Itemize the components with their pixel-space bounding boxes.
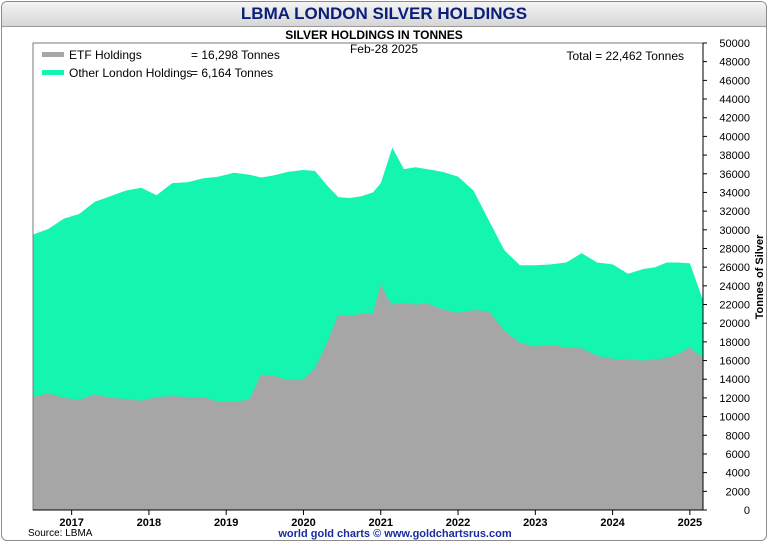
y-tick-label: 24000 (719, 281, 750, 293)
x-tick-label: 2025 (678, 517, 702, 529)
y-tick-label: 16000 (719, 356, 750, 368)
y-tick-label: 42000 (719, 113, 750, 125)
legend-swatch-other (42, 70, 64, 75)
y-tick-label: 32000 (719, 206, 750, 218)
y-tick-label: 12000 (719, 393, 750, 405)
legend: ETF Holdings = 16,298 Tonnes Other Londo… (42, 48, 280, 80)
chart-subtitle: SILVER HOLDINGS IN TONNES (285, 28, 463, 42)
y-tick-label: 38000 (719, 150, 750, 162)
x-tick-label: 2021 (369, 517, 393, 529)
x-tick-label: 2022 (446, 517, 470, 529)
plot-area (32, 42, 704, 511)
y-tick-label: 34000 (719, 187, 750, 199)
x-tick-label: 2020 (291, 517, 315, 529)
y-axis-ticks: 0 2000 4000 6000 8000 10000 12000 14000 16000 180… (703, 38, 750, 517)
title-bar: LBMA LONDON SILVER HOLDINGS (2, 2, 766, 27)
y-tick-label: 50000 (719, 38, 750, 50)
y-tick-label: 48000 (719, 57, 750, 69)
source-label: Source: LBMA (28, 528, 93, 539)
y-tick-label: 10000 (719, 412, 750, 424)
series-area-etf-holdings (33, 284, 703, 510)
y-tick-label: 26000 (719, 262, 750, 274)
y-axis-label: Tonnes of Silver (754, 234, 766, 319)
y-tick-label: 18000 (719, 337, 750, 349)
y-tick-label: 36000 (719, 169, 750, 181)
x-tick-label: 2017 (59, 517, 83, 529)
y-tick-label: 30000 (719, 225, 750, 237)
legend-label-other: Other London Holdings (69, 66, 192, 80)
legend-label-etf: ETF Holdings (69, 48, 142, 62)
legend-value-other: = 6,164 Tonnes (191, 66, 273, 80)
x-axis-ticks: 2017 2018 2019 2020 2021 2022 2023 2024 2025 (59, 510, 702, 529)
y-tick-label: 46000 (719, 75, 750, 87)
y-tick-label: 44000 (719, 94, 750, 106)
y-tick-label: 0 (744, 505, 750, 517)
y-tick-label: 8000 (726, 430, 750, 442)
y-tick-label: 6000 (726, 449, 750, 461)
y-tick-label: 22000 (719, 300, 750, 312)
y-tick-label: 28000 (719, 243, 750, 255)
y-tick-label: 4000 (726, 468, 750, 480)
x-tick-label: 2018 (137, 517, 161, 529)
x-tick-label: 2019 (214, 517, 238, 529)
chart-title: LBMA LONDON SILVER HOLDINGS (240, 4, 528, 23)
y-tick-label: 2000 (726, 486, 750, 498)
copyright-label: world gold charts © www.goldchartsrus.co… (277, 528, 511, 540)
legend-value-etf: = 16,298 Tonnes (191, 48, 280, 62)
x-tick-label: 2024 (600, 517, 625, 529)
legend-swatch-etf (42, 52, 64, 57)
date-label: Feb-28 2025 (350, 42, 418, 56)
y-tick-label: 14000 (719, 374, 750, 386)
total-label: Total = 22,462 Tonnes (566, 49, 684, 63)
y-tick-label: 20000 (719, 318, 750, 330)
y-tick-label: 40000 (719, 131, 750, 143)
x-tick-label: 2023 (523, 517, 547, 529)
